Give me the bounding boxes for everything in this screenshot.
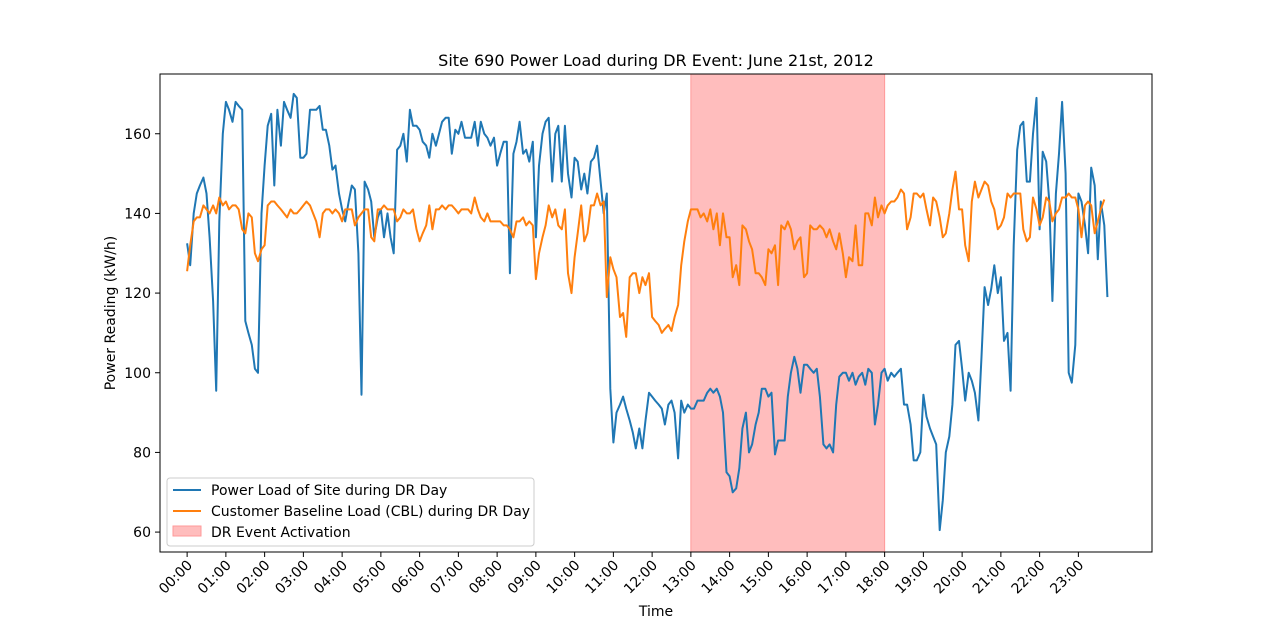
- x-tick-label: 17:00: [815, 558, 855, 598]
- legend-label-cbl: Customer Baseline Load (CBL) during DR D…: [211, 504, 530, 520]
- legend-box: [166, 477, 535, 547]
- x-tick-label: 09:00: [505, 558, 545, 598]
- x-tick-label: 13:00: [660, 558, 700, 598]
- legend-label-power-load: Power Load of Site during DR Day: [211, 483, 447, 499]
- x-tick-label: 20:00: [931, 558, 971, 598]
- x-tick-label: 19:00: [892, 558, 932, 598]
- x-tick-label: 14:00: [699, 558, 739, 598]
- y-tick-label: 100: [124, 366, 151, 382]
- y-tick-label: 140: [124, 206, 151, 222]
- x-axis: 00:0001:0002:0003:0004:0005:0006:0007:00…: [156, 552, 1087, 597]
- x-tick-label: 12:00: [621, 558, 661, 598]
- chart-title: Site 690 Power Load during DR Event: Jun…: [438, 51, 874, 70]
- y-tick-label: 160: [124, 127, 151, 143]
- y-tick-label: 120: [124, 286, 151, 302]
- series-line-power-load: [186, 92, 1109, 532]
- x-tick-label: 16:00: [776, 558, 816, 598]
- x-tick-label: 10:00: [544, 558, 584, 598]
- dr-event-shaded-region: [690, 73, 886, 553]
- x-tick-label: 01:00: [195, 558, 235, 598]
- x-tick-label: 22:00: [1009, 558, 1049, 598]
- y-tick-label: 60: [133, 525, 151, 541]
- legend-swatch-dr-event: [172, 525, 202, 537]
- legend: Power Load of Site during DR Day Custome…: [166, 477, 535, 547]
- x-tick-label: 06:00: [389, 558, 429, 598]
- x-tick-label: 18:00: [854, 558, 894, 598]
- x-tick-label: 04:00: [311, 558, 351, 598]
- x-tick-label: 00:00: [156, 558, 196, 598]
- y-axis: 60 80 100 120 140 160: [124, 127, 160, 541]
- x-tick-label: 08:00: [466, 558, 506, 598]
- x-tick-label: 15:00: [737, 558, 777, 598]
- x-tick-label: 11:00: [582, 558, 622, 598]
- y-axis-label: Power Reading (kW/h): [103, 236, 119, 391]
- legend-label-dr-event: DR Event Activation: [211, 525, 351, 541]
- series-line-cbl: [186, 170, 1106, 338]
- y-tick-label: 80: [133, 445, 151, 461]
- x-tick-label: 02:00: [234, 558, 274, 598]
- x-tick-label: 21:00: [970, 558, 1010, 598]
- plot-frame: [159, 73, 1153, 553]
- x-tick-label: 23:00: [1047, 558, 1087, 598]
- x-tick-label: 07:00: [427, 558, 467, 598]
- x-tick-label: 05:00: [350, 558, 390, 598]
- x-tick-label: 03:00: [272, 558, 312, 598]
- x-axis-label: Time: [638, 604, 673, 620]
